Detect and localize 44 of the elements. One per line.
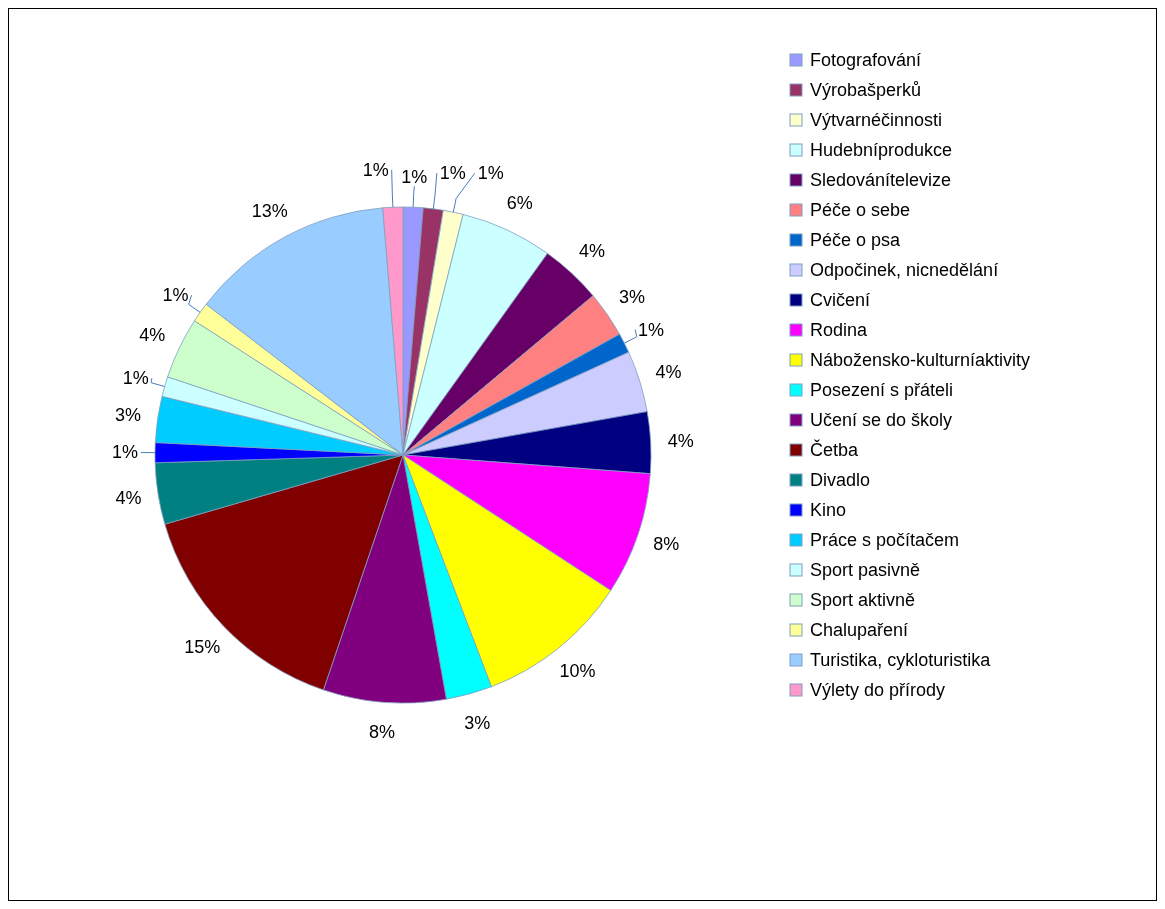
legend-label: Rodina [810,320,869,340]
legend-label: Cvičení [810,290,871,310]
legend-label: Posezení s přáteli [810,380,954,400]
data-label: 1% [122,368,149,389]
data-label: 4% [139,325,166,346]
data-label: 4% [115,488,142,509]
legend-label: Fotografování [810,50,922,70]
data-label: 13% [251,200,288,221]
data-label: 3% [114,404,141,425]
data-label: 4% [579,241,606,262]
data-label: 4% [655,362,682,383]
legend-label: Sport aktivně [810,590,916,610]
legend-label: Sport pasivně [810,560,921,580]
legend-label: Hudebníprodukce [810,140,953,160]
legend-label: Výtvarnéčinnosti [810,110,943,130]
data-label: 4% [667,431,694,452]
data-label: 8% [369,722,396,743]
data-label: 1% [439,163,466,184]
legend-label: Turistika, cykloturistika [810,650,992,670]
data-label: 15% [184,637,221,658]
legend-label: Učení se do školy [810,410,953,430]
data-label: 1% [162,285,189,306]
data-label: 3% [464,712,491,733]
data-label: 1% [362,159,389,180]
data-label: 8% [653,534,680,555]
data-label: 1% [112,442,139,463]
data-label: 1% [401,167,428,188]
legend-label: Četba [810,439,860,460]
data-label: 6% [506,192,533,213]
legend-label: Práce s počítačem [810,530,960,550]
legend-label: Nábožensko-kulturníaktivity [810,350,1031,370]
legend-label: Chalupaření [810,620,909,640]
legend-label: Péče o sebe [810,200,911,220]
legend-label: Divadlo [810,470,871,490]
legend-label: Odpočinek, nicnedělání [810,260,999,280]
legend-label: Péče o psa [810,230,902,250]
legend-label: Výlety do přírody [810,680,946,700]
data-label: 3% [618,287,645,308]
legend-label: Sledovánítelevize [810,170,952,190]
legend-label: Výrobašperků [810,80,922,100]
data-label: 1% [638,319,665,340]
legend-label: Kino [810,500,847,520]
data-label: 10% [559,661,596,682]
data-label: 1% [477,163,504,184]
